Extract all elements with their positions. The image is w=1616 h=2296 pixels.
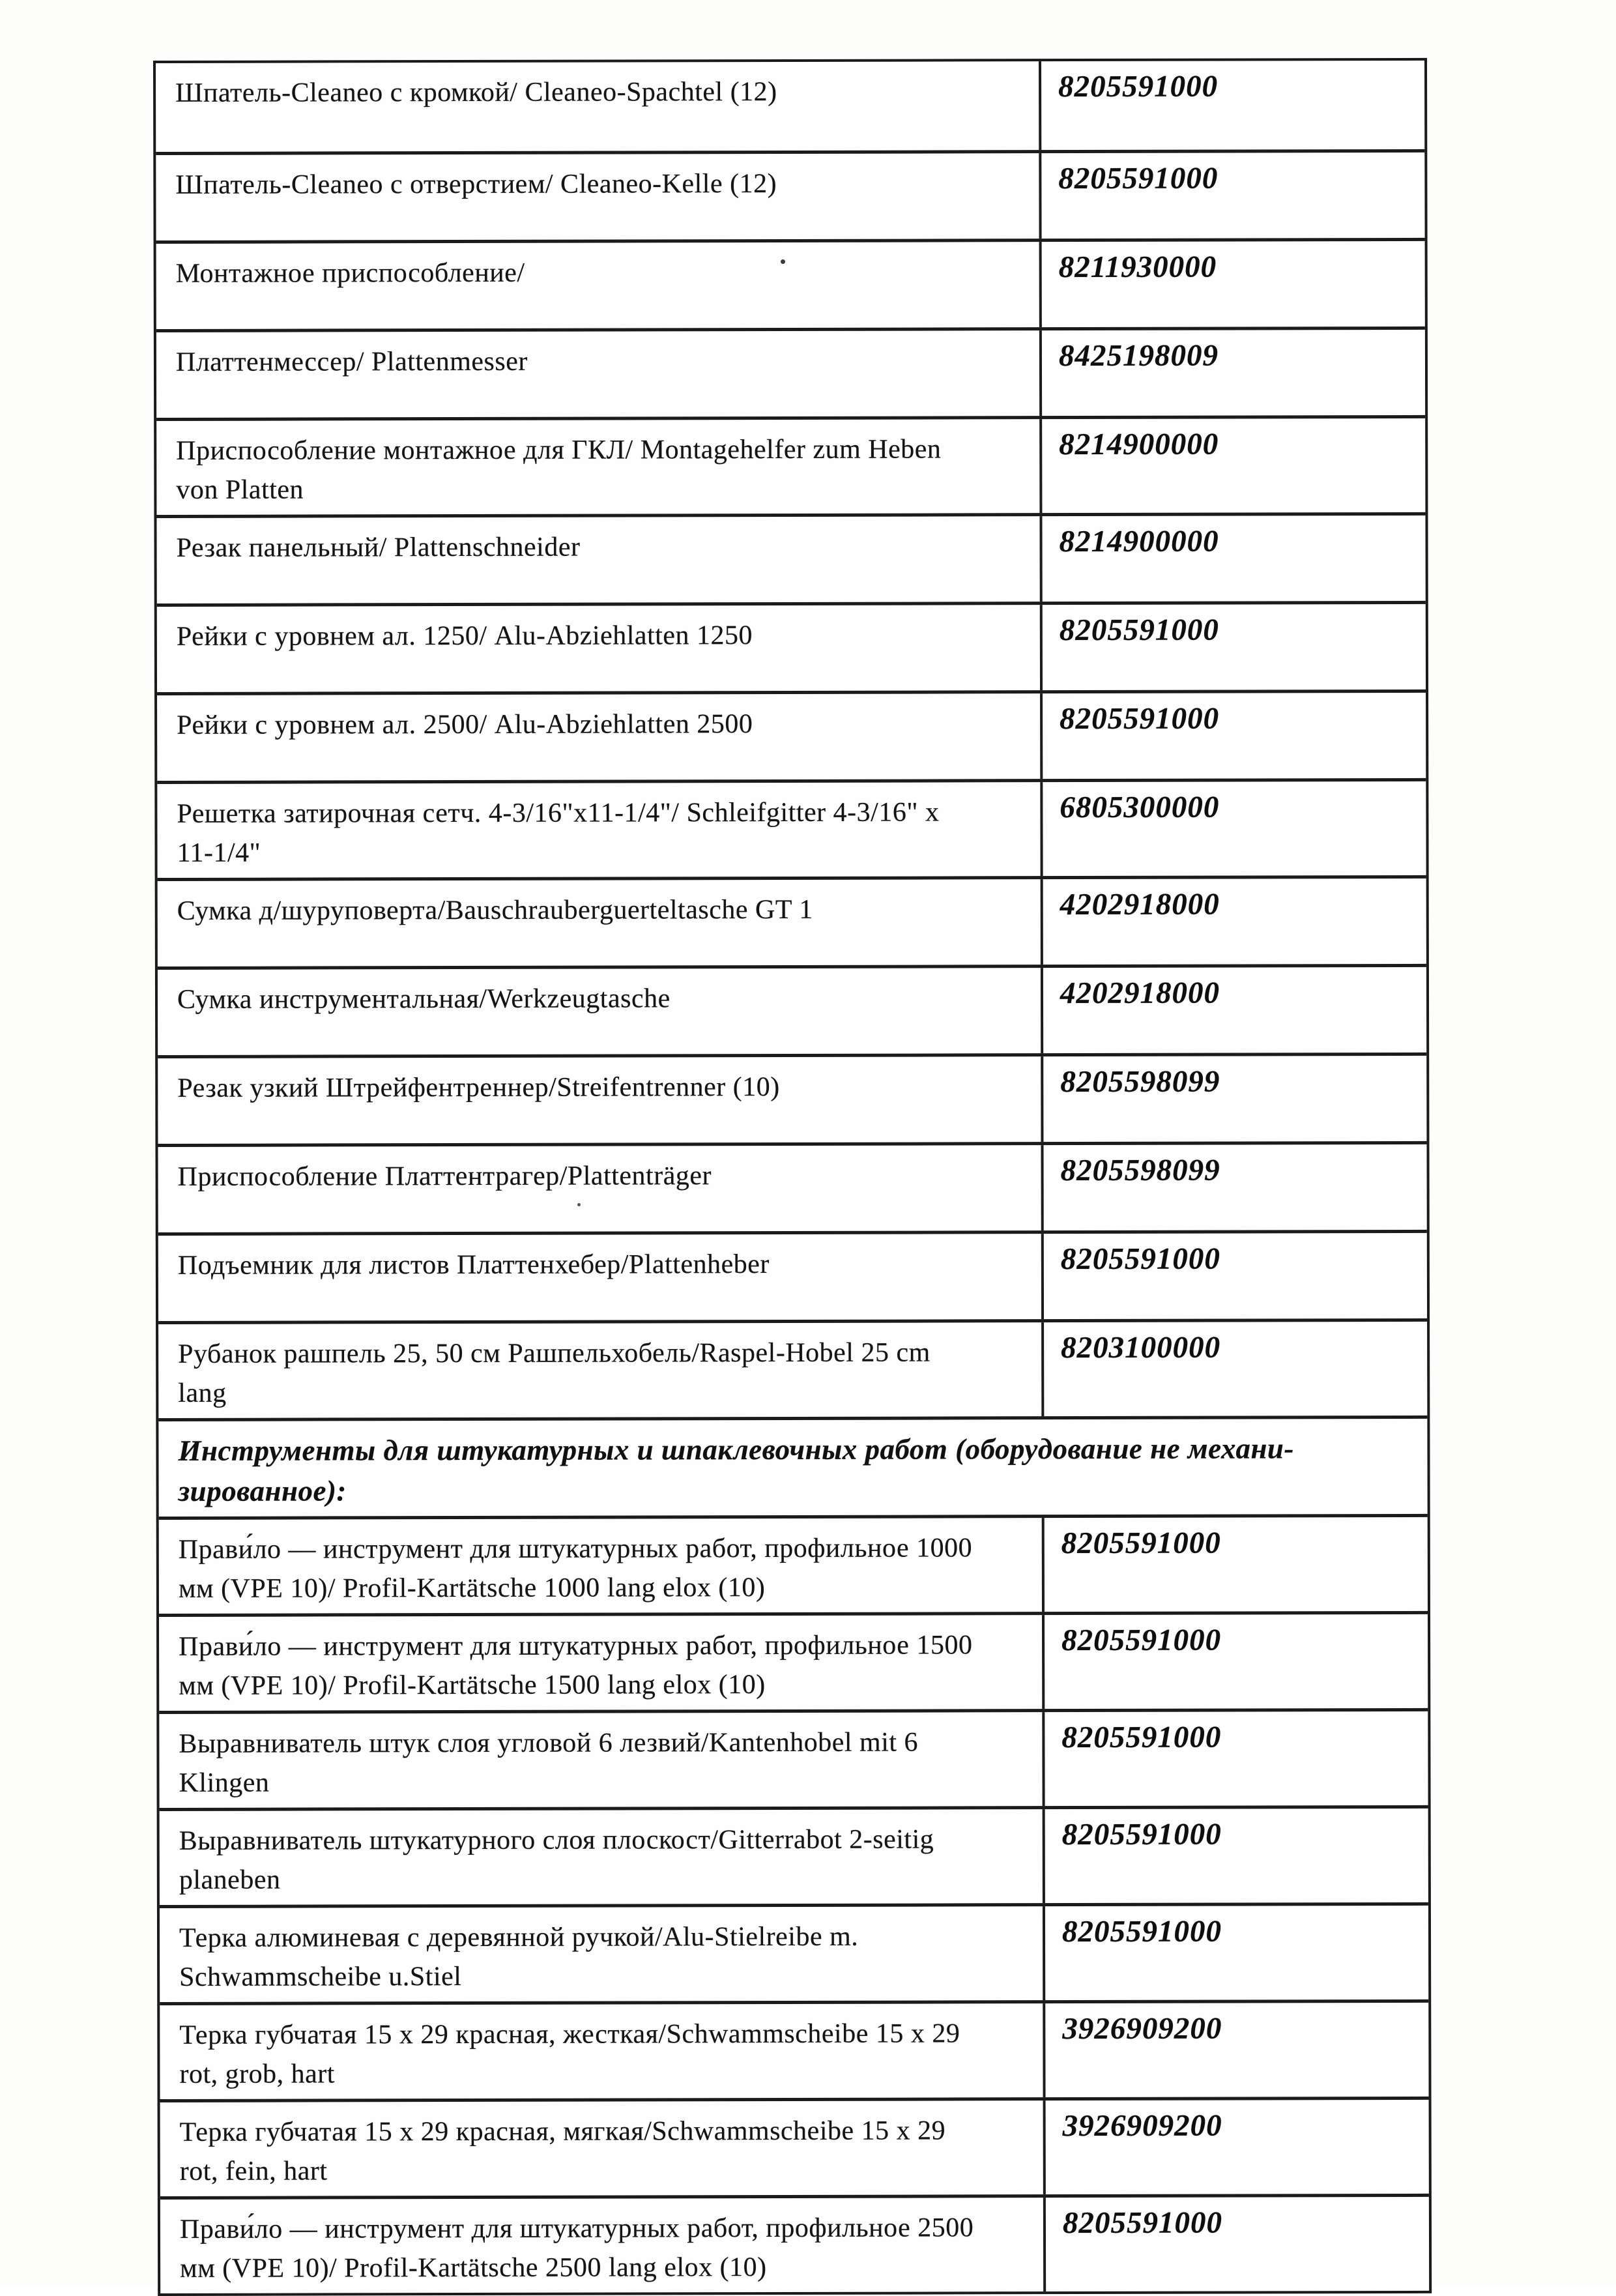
item-code: 8205591000 xyxy=(1040,692,1426,779)
table-row: Рубанок рашпель 25, 50 см Рашпельхобель/… xyxy=(158,1318,1428,1418)
item-code: 8205591000 xyxy=(1043,2196,1430,2292)
item-description: Прави́ло — инструмент для штукатурных ра… xyxy=(179,2213,974,2284)
item-description: Рубанок рашпель 25, 50 см Рашпельхобель/… xyxy=(178,1337,931,1408)
item-code: 3926909200 xyxy=(1043,2002,1429,2098)
item-code: 8205591000 xyxy=(1039,152,1425,239)
item-description: Сумка д/шуруповерта/Bauschrauberguertelt… xyxy=(177,894,813,926)
table-row: Приспособление монтажное для ГКЛ/ Montag… xyxy=(156,414,1426,515)
item-code: 8214900000 xyxy=(1039,418,1426,514)
table-row: Рейки с уровнем ал. 1250/ Alu-Abziehlatt… xyxy=(156,600,1426,692)
item-description: Подъемник для листов Платтенхебер/Platte… xyxy=(177,1249,770,1281)
scan-speck xyxy=(577,1203,581,1206)
item-code: 6805300000 xyxy=(1040,781,1426,877)
item-code: 8205598099 xyxy=(1041,1144,1427,1231)
item-code: 8205591000 xyxy=(1042,1808,1428,1904)
item-description: Терка алюминевая с деревянной ручкой/Alu… xyxy=(179,1921,859,1992)
table-row: Платтенмессер/ Plattenmesser 8425198009 xyxy=(156,326,1426,418)
item-description: Прави́ло — инструмент для штукатурных ра… xyxy=(179,1630,973,1701)
item-description: Терка губчатая 15 х 29 красная, мягкая/S… xyxy=(179,2115,946,2187)
items-table: Шпатель-Cleaneo с кромкой/ Cleaneo-Spach… xyxy=(153,57,1432,2296)
table-row: Шпатель-Cleaneo с отверстием/ Cleaneo-Ke… xyxy=(156,149,1425,240)
table-row: Прави́ло — инструмент для штукатурных ра… xyxy=(158,1610,1428,1711)
table-row: Терка губчатая 15 х 29 красная, жесткая/… xyxy=(160,1999,1429,2099)
table-row: Прави́ло — инструмент для штукатурных ра… xyxy=(158,1513,1428,1614)
item-code: 8214900000 xyxy=(1039,515,1426,602)
table-row: Терка алюминевая с деревянной ручкой/Alu… xyxy=(159,1902,1429,2002)
item-code: 8203100000 xyxy=(1041,1321,1428,1417)
item-description: Резак панельный/ Plattenschneider xyxy=(176,532,581,563)
item-description: Платтенмессер/ Plattenmesser xyxy=(175,346,528,377)
item-code: 8205598099 xyxy=(1041,1055,1427,1142)
item-code: 8205591000 xyxy=(1042,1905,1429,2001)
item-description: Приспособление монтажное для ГКЛ/ Montag… xyxy=(176,434,942,505)
item-description: Терка губчатая 15 х 29 красная, жесткая/… xyxy=(179,2018,960,2089)
item-description: Резак узкий Штрейфентреннер/Streifentren… xyxy=(177,1071,780,1103)
item-code: 8205591000 xyxy=(1039,603,1426,691)
item-description: Выравниватель штук слоя угловой 6 лезвий… xyxy=(179,1727,919,1798)
table-row: Монтажное приспособление/ 8211930000 xyxy=(156,237,1425,329)
item-code: 8205591000 xyxy=(1041,1232,1428,1320)
item-description: Сумка инструментальная/Werkzeugtasche xyxy=(177,983,671,1015)
item-description: Прави́ло — инструмент для штукатурных ра… xyxy=(178,1533,973,1604)
table-row: Сумка д/шуруповерта/Bauschrauberguertelt… xyxy=(157,875,1426,966)
item-code: 8205591000 xyxy=(1039,60,1425,151)
item-code: 8425198009 xyxy=(1039,329,1426,416)
item-code: 8205591000 xyxy=(1041,1614,1428,1709)
table-row: Шпатель-Cleaneo с кромкой/ Cleaneo-Spach… xyxy=(156,60,1425,152)
item-description: Решетка затирочная сетч. 4-3/16"x11-1/4"… xyxy=(177,797,940,868)
table-row: Резак узкий Штрейфентреннер/Streifentren… xyxy=(158,1052,1427,1144)
table-row: Прави́ло — инструмент для штукатурных ра… xyxy=(160,2193,1430,2293)
table-row: Рейки с уровнем ал. 2500/ Alu-Abziehlatt… xyxy=(157,689,1426,781)
section-header-row: Инструменты для штукатурных и шпаклевочн… xyxy=(158,1415,1428,1517)
item-code: 3926909200 xyxy=(1043,2099,1429,2195)
item-code: 8211930000 xyxy=(1039,240,1425,328)
item-description: Рейки с уровнем ал. 1250/ Alu-Abziehlatt… xyxy=(176,620,753,652)
table-row: Приспособление Платтентрагер/Plattenträg… xyxy=(158,1141,1427,1232)
table-row: Решетка затирочная сетч. 4-3/16"x11-1/4"… xyxy=(157,777,1426,878)
item-code: 8205591000 xyxy=(1041,1517,1428,1612)
scan-speck xyxy=(781,259,785,264)
item-description: Монтажное приспособление/ xyxy=(175,257,525,289)
section-title: Инструменты для штукатурных и шпаклевочн… xyxy=(178,1432,1294,1507)
item-code: 8205591000 xyxy=(1042,1711,1428,1807)
item-description: Выравниватель штукатурного слоя плоскост… xyxy=(179,1824,934,1895)
item-description: Шпатель-Cleaneo с отверстием/ Cleaneo-Ke… xyxy=(175,168,777,200)
table-row: Подъемник для листов Платтенхебер/Platte… xyxy=(158,1229,1428,1321)
item-description: Шпатель-Cleaneo с кромкой/ Cleaneo-Spach… xyxy=(175,76,777,108)
table-row: Сумка инструментальная/Werkzeugtasche 42… xyxy=(157,963,1427,1055)
table-row: Терка губчатая 15 х 29 красная, мягкая/S… xyxy=(160,2096,1429,2196)
item-code: 4202918000 xyxy=(1040,966,1427,1054)
table-row: Выравниватель штук слоя угловой 6 лезвий… xyxy=(159,1707,1428,1808)
item-description: Рейки с уровнем ал. 2500/ Alu-Abziehlatt… xyxy=(177,709,753,740)
item-description: Приспособление Платтентрагер/Plattenträg… xyxy=(177,1161,712,1192)
table-row: Выравниватель штукатурного слоя плоскост… xyxy=(159,1805,1428,1905)
item-code: 4202918000 xyxy=(1040,878,1426,965)
table-row: Резак панельный/ Plattenschneider 821490… xyxy=(156,512,1426,603)
